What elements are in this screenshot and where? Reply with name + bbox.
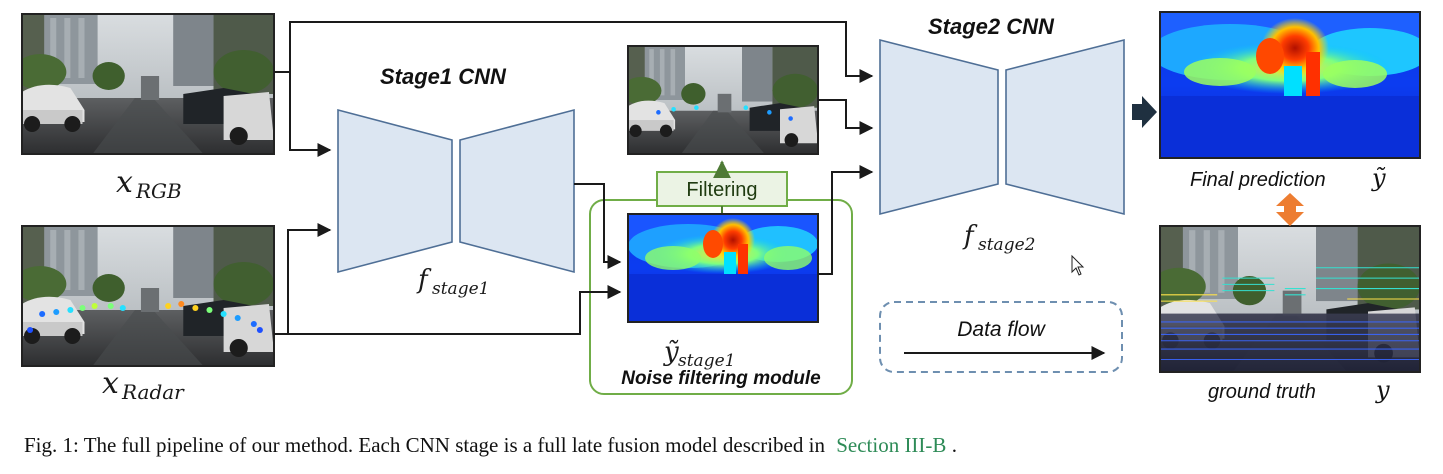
flow-prediction-to-stage2: [818, 165, 874, 275]
rgb-input-image: [21, 13, 275, 155]
f-stage2-symbol: f: [962, 221, 978, 251]
stage1-depth-prediction-image: [627, 213, 819, 323]
caption-period: .: [952, 433, 957, 457]
flow-radar-to-stage1: [274, 223, 332, 335]
y-stage1-subscript: stage1: [678, 351, 735, 371]
stage2-cnn: [879, 38, 1125, 216]
stage2-decoder: [1005, 38, 1125, 216]
f-stage1-symbol: f: [416, 265, 432, 295]
stage1-cnn: [337, 108, 575, 274]
flow-filtered-to-stage2: [818, 99, 874, 135]
ground-truth-image: [1159, 225, 1421, 373]
y-stage1-symbol: ỹ: [663, 337, 679, 367]
noise-filtering-module-label: Noise filtering module: [621, 368, 821, 389]
flow-radar-to-noise-module: [288, 285, 622, 335]
flow-stage1-to-prediction: [574, 183, 622, 269]
final-prediction-image: [1159, 11, 1421, 159]
final-prediction-label: Final prediction: [1190, 169, 1326, 191]
x-rgb-subscript: RGB: [135, 179, 182, 203]
filtering-label: Filtering: [686, 179, 757, 201]
filtered-radar-image: [627, 45, 819, 155]
x-rgb-symbol: x: [116, 165, 133, 200]
ground-truth-symbol: y: [1375, 376, 1390, 404]
stage2-title: Stage2 CNN: [928, 14, 1055, 39]
final-prediction-symbol: ỹ: [1371, 164, 1386, 192]
x-radar-subscript: Radar: [121, 380, 185, 404]
legend-box: [879, 301, 1123, 373]
comparison-double-arrow: [1276, 193, 1304, 226]
radar-input-image: [21, 225, 275, 367]
f-stage2-subscript: stage2: [978, 235, 1035, 255]
stage1-title: Stage1 CNN: [380, 64, 507, 89]
f-stage1-subscript: stage1: [432, 279, 489, 299]
legend-data-flow-label: Data flow: [957, 318, 1046, 341]
stage1-decoder: [459, 108, 575, 274]
ground-truth-label: ground truth: [1208, 381, 1316, 403]
caption-text: Fig. 1: The full pipeline of our method.…: [24, 433, 825, 457]
flow-rgb-to-stage1: [274, 71, 332, 157]
stage2-encoder: [879, 38, 999, 216]
mouse-cursor-icon: [1071, 254, 1085, 276]
stage1-encoder: [337, 108, 453, 274]
output-fat-arrow: [1132, 96, 1157, 128]
figure-caption: Fig. 1: The full pipeline of our method.…: [24, 433, 957, 457]
x-radar-symbol: x: [102, 366, 119, 401]
caption-section-link[interactable]: Section III-B: [836, 433, 946, 457]
